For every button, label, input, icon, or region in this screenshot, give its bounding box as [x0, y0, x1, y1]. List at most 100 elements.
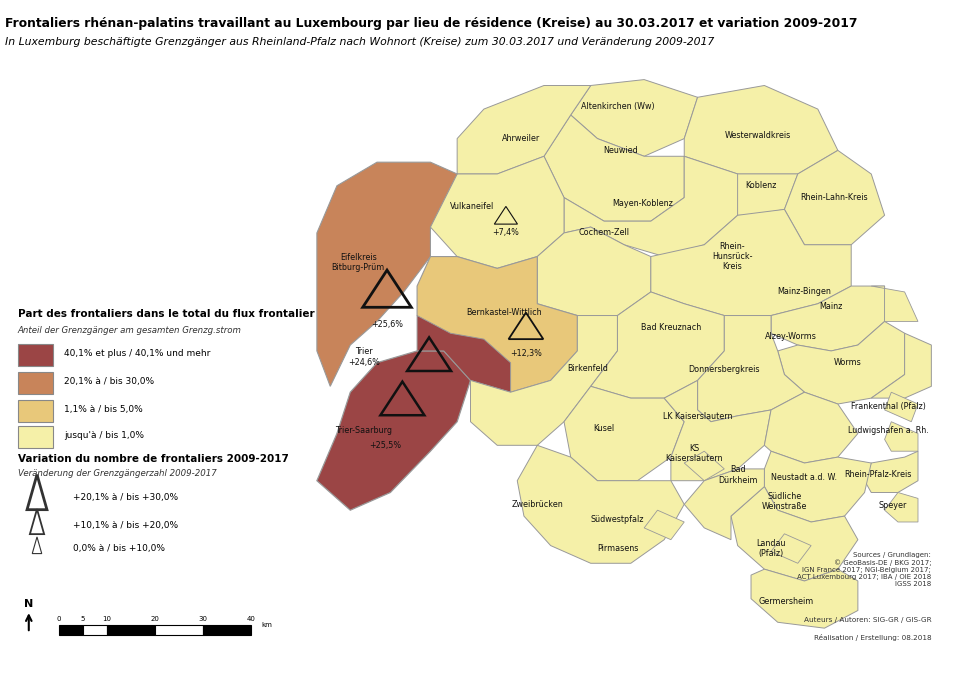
Polygon shape [517, 445, 684, 563]
Polygon shape [664, 380, 771, 481]
Polygon shape [644, 510, 684, 540]
Text: Germersheim: Germersheim [758, 597, 813, 606]
Text: Worms: Worms [834, 358, 862, 367]
Polygon shape [872, 333, 931, 398]
Text: 40: 40 [246, 616, 255, 622]
Text: In Luxemburg beschäftigte Grenzgänger aus Rheinland-Pfalz nach Wohnort (Kreise) : In Luxemburg beschäftigte Grenzgänger au… [5, 37, 714, 47]
Polygon shape [651, 210, 851, 315]
Polygon shape [752, 570, 858, 628]
Text: Vulkaneifel: Vulkaneifel [450, 202, 494, 211]
Text: 0: 0 [57, 616, 62, 622]
Text: Mayen-Koblenz: Mayen-Koblenz [612, 199, 674, 208]
Text: Pirmasens: Pirmasens [597, 544, 638, 553]
FancyBboxPatch shape [107, 625, 155, 635]
Text: 20,1% à / bis 30,0%: 20,1% à / bis 30,0% [64, 377, 155, 386]
Polygon shape [865, 452, 918, 492]
Text: Neuwied: Neuwied [604, 146, 638, 155]
FancyBboxPatch shape [59, 625, 83, 635]
FancyBboxPatch shape [18, 426, 54, 448]
Polygon shape [771, 534, 811, 563]
Polygon shape [698, 315, 804, 422]
Text: Rhein-
Hunsrück-
Kreis: Rhein- Hunsrück- Kreis [712, 241, 752, 271]
FancyBboxPatch shape [18, 399, 54, 422]
Text: Neustadt a.d. W.: Neustadt a.d. W. [772, 473, 837, 482]
Polygon shape [872, 286, 918, 321]
Text: Speyer: Speyer [878, 501, 907, 510]
Text: Landau
(Pfalz): Landau (Pfalz) [756, 539, 786, 558]
Polygon shape [885, 422, 918, 452]
Polygon shape [784, 151, 885, 245]
Polygon shape [317, 162, 457, 386]
Polygon shape [571, 79, 698, 157]
Text: +25,5%: +25,5% [370, 441, 402, 450]
Polygon shape [417, 315, 510, 392]
Polygon shape [431, 157, 564, 268]
FancyBboxPatch shape [203, 625, 251, 635]
FancyBboxPatch shape [18, 372, 54, 394]
Polygon shape [764, 392, 858, 463]
Text: Rhein-Pfalz-Kreis: Rhein-Pfalz-Kreis [844, 471, 912, 479]
Text: Kusel: Kusel [594, 424, 615, 433]
Polygon shape [471, 315, 618, 445]
Text: Auteurs / Autoren: SIG-GR / GIS-GR: Auteurs / Autoren: SIG-GR / GIS-GR [803, 618, 931, 624]
Text: Frontaliers rhénan-palatins travaillant au Luxembourg par lieu de résidence (Kre: Frontaliers rhénan-palatins travaillant … [5, 17, 857, 30]
Text: Zweibrücken: Zweibrücken [511, 500, 563, 508]
Text: jusqu'à / bis 1,0%: jusqu'à / bis 1,0% [64, 431, 144, 440]
Text: Trier
+24,6%: Trier +24,6% [348, 347, 380, 367]
Text: +25,6%: +25,6% [371, 320, 403, 329]
Polygon shape [564, 157, 738, 256]
Text: Birkenfeld: Birkenfeld [567, 364, 607, 373]
Text: Mainz-Bingen: Mainz-Bingen [777, 287, 831, 296]
Text: N: N [24, 599, 34, 609]
Text: Alzey-Worms: Alzey-Worms [765, 332, 817, 340]
Text: Cochem-Zell: Cochem-Zell [579, 228, 629, 237]
Text: Südliche
Weinstraße: Südliche Weinstraße [762, 492, 807, 511]
Text: Trier-Saarburg: Trier-Saarburg [335, 426, 392, 435]
Polygon shape [885, 392, 918, 422]
Text: Ahrweiler: Ahrweiler [502, 134, 540, 143]
Polygon shape [885, 492, 918, 522]
Text: 1,1% à / bis 5,0%: 1,1% à / bis 5,0% [64, 405, 143, 414]
Polygon shape [417, 256, 578, 392]
Text: 0,0% à / bis +10,0%: 0,0% à / bis +10,0% [73, 544, 164, 553]
Text: Altenkirchen (Ww): Altenkirchen (Ww) [580, 102, 654, 111]
Text: Bad Kreuznach: Bad Kreuznach [641, 323, 701, 332]
Polygon shape [731, 487, 858, 581]
Text: Ludwigshafen a. Rh.: Ludwigshafen a. Rh. [848, 426, 928, 435]
Text: 10: 10 [102, 616, 111, 622]
Text: 40,1% et plus / 40,1% und mehr: 40,1% et plus / 40,1% und mehr [64, 349, 210, 359]
Text: +10,1% à / bis +20,0%: +10,1% à / bis +20,0% [73, 521, 178, 530]
Polygon shape [684, 452, 725, 481]
FancyBboxPatch shape [18, 344, 54, 366]
Polygon shape [317, 351, 471, 510]
Text: Sources / Grundlagen:
© GeoBasis-DE / BKG 2017;
IGN France 2017; NGI-Belgium 201: Sources / Grundlagen: © GeoBasis-DE / BK… [797, 552, 931, 587]
Text: Westerwaldkreis: Westerwaldkreis [725, 131, 791, 140]
Polygon shape [771, 286, 885, 351]
Text: Réalisation / Erstellung: 08.2018: Réalisation / Erstellung: 08.2018 [814, 634, 931, 641]
Polygon shape [738, 174, 798, 216]
Text: LK Kaiserslautern: LK Kaiserslautern [663, 412, 732, 422]
Text: Koblenz: Koblenz [746, 181, 776, 191]
Polygon shape [457, 85, 591, 174]
FancyBboxPatch shape [83, 625, 107, 635]
Text: km: km [261, 622, 273, 628]
Text: 20: 20 [150, 616, 160, 622]
Polygon shape [537, 510, 578, 540]
Text: Eifelkreis
Bitburg-Prüm: Eifelkreis Bitburg-Prüm [332, 253, 385, 272]
Polygon shape [591, 292, 725, 398]
Text: Südwestpfalz: Südwestpfalz [591, 515, 644, 523]
Text: Mainz: Mainz [820, 302, 843, 311]
Polygon shape [764, 452, 872, 522]
Polygon shape [564, 386, 684, 481]
Polygon shape [537, 227, 651, 315]
Text: +20,1% à / bis +30,0%: +20,1% à / bis +30,0% [73, 494, 178, 502]
Text: Variation du nombre de frontaliers 2009-2017: Variation du nombre de frontaliers 2009-… [18, 454, 288, 464]
Text: Anteil der Grenzgänger am gesamten Grenzg.strom: Anteil der Grenzgänger am gesamten Grenz… [18, 325, 242, 335]
Polygon shape [777, 321, 904, 404]
Polygon shape [684, 469, 764, 540]
Text: Bernkastel-Wittlich: Bernkastel-Wittlich [466, 308, 542, 317]
Text: Rhein-Lahn-Kreis: Rhein-Lahn-Kreis [801, 193, 869, 202]
Text: Bad
Dürkheim: Bad Dürkheim [718, 465, 757, 485]
Text: Donnersbergkreis: Donnersbergkreis [688, 365, 760, 374]
Text: 30: 30 [198, 616, 208, 622]
